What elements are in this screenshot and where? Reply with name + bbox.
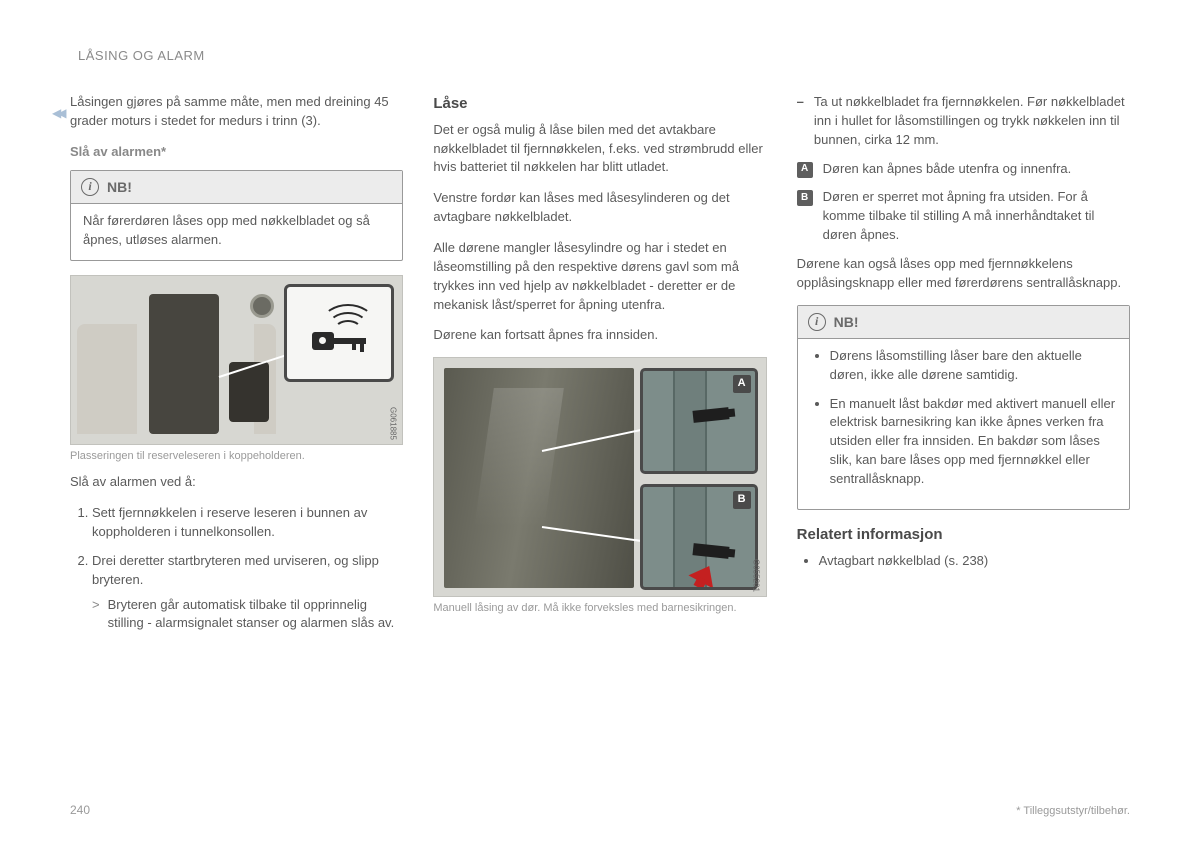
figure-id-2: G055201 bbox=[750, 559, 762, 592]
inset-label-b: B bbox=[733, 491, 751, 509]
fig-start-button bbox=[250, 294, 274, 318]
figure-caption-2: Manuell låsing av dør. Må ikke forveksle… bbox=[433, 601, 766, 616]
note-header-2: i NB! bbox=[798, 306, 1129, 339]
column-1: Låsingen gjøres på samme måte, men med d… bbox=[70, 93, 403, 643]
lock-p3: Alle dørene mangler låsesylindre og har … bbox=[433, 239, 766, 314]
lock-p2: Venstre fordør kan låses med låsesylinde… bbox=[433, 189, 766, 227]
related-heading: Relatert informasjon bbox=[797, 524, 1130, 546]
dash-instruction: – Ta ut nøkkelbladet fra fjernnøkkelen. … bbox=[797, 93, 1130, 150]
key-signal-icon bbox=[304, 308, 374, 358]
info-icon: i bbox=[81, 178, 99, 196]
fig-seat-left bbox=[77, 324, 137, 434]
figure-caption: Plasseringen til reserveleseren i koppeh… bbox=[70, 449, 403, 464]
step-2-text: Drei deretter startbryteren med urvisere… bbox=[92, 553, 379, 587]
continuation-text: Låsingen gjøres på samme måte, men med d… bbox=[70, 93, 403, 131]
subheading-alarm-off: Slå av alarmen* bbox=[70, 143, 403, 162]
result-arrow-icon: > bbox=[92, 596, 100, 634]
continuation-icon: ◀◀ bbox=[52, 106, 62, 120]
note-header: i NB! bbox=[71, 171, 402, 204]
unlock-paragraph: Dørene kan også låses opp med fjernnøkke… bbox=[797, 255, 1130, 293]
fig-door bbox=[444, 368, 634, 588]
fig-console bbox=[149, 294, 219, 434]
label-a-row: A Døren kan åpnes både utenfra og innenf… bbox=[797, 160, 1130, 179]
note-item-1: Dørens låsomstilling låser bare den aktu… bbox=[830, 347, 1117, 385]
note-title-2: NB! bbox=[834, 312, 859, 332]
label-a-icon: A bbox=[797, 162, 813, 178]
label-a-text: Døren kan åpnes både utenfra og innenfra… bbox=[823, 160, 1072, 179]
fig-inset-b: B bbox=[640, 484, 758, 590]
figure-reserve-reader: G061885 bbox=[70, 275, 403, 445]
steps-intro: Slå av alarmen ved å: bbox=[70, 473, 403, 492]
related-item: Avtagbart nøkkelblad (s. 238) bbox=[819, 552, 1130, 571]
info-icon: i bbox=[808, 313, 826, 331]
lock-p4: Dørene kan fortsatt åpnes fra innsiden. bbox=[433, 326, 766, 345]
note-box-2: i NB! Dørens låsomstilling låser bare de… bbox=[797, 305, 1130, 510]
dash-bullet-icon: – bbox=[797, 93, 804, 150]
column-2: Låse Det er også mulig å låse bilen med … bbox=[433, 93, 766, 643]
lock-p1: Det er også mulig å låse bilen med det a… bbox=[433, 121, 766, 178]
fig-inset-key bbox=[284, 284, 394, 382]
label-b-row: B Døren er sperret mot åpning fra utside… bbox=[797, 188, 1130, 245]
note-item-2: En manuelt låst bakdør med aktivert manu… bbox=[830, 395, 1117, 489]
note-title: NB! bbox=[107, 177, 132, 197]
page-number: 240 bbox=[70, 803, 90, 817]
red-arrow-icon bbox=[688, 560, 721, 589]
content-columns: Låsingen gjøres på samme måte, men med d… bbox=[70, 93, 1130, 643]
label-b-icon: B bbox=[797, 190, 813, 206]
section-header: LÅSING OG ALARM bbox=[78, 48, 1130, 63]
footnote: * Tilleggsutstyr/tilbehør. bbox=[1016, 805, 1130, 817]
step-1-text: Sett fjernnøkkelen i reserve leseren i b… bbox=[92, 505, 367, 539]
heading-lock: Låse bbox=[433, 93, 766, 115]
inset-label-a: A bbox=[733, 375, 751, 393]
related-list: Avtagbart nøkkelblad (s. 238) bbox=[797, 552, 1130, 571]
label-b-text: Døren er sperret mot åpning fra utsiden.… bbox=[823, 188, 1130, 245]
note-body-2: Dørens låsomstilling låser bare den aktu… bbox=[798, 339, 1129, 509]
step-1: Sett fjernnøkkelen i reserve leseren i b… bbox=[92, 504, 403, 542]
figure-id: G061885 bbox=[387, 407, 399, 440]
steps-list: Sett fjernnøkkelen i reserve leseren i b… bbox=[70, 504, 403, 633]
step-2: Drei deretter startbryteren med urvisere… bbox=[92, 552, 403, 633]
step-2-result: > Bryteren går automatisk tilbake til op… bbox=[92, 596, 403, 634]
step-2-result-text: Bryteren går automatisk tilbake til oppr… bbox=[108, 596, 404, 634]
figure-manual-lock: A B G055201 bbox=[433, 357, 766, 597]
dash-text: Ta ut nøkkelbladet fra fjernnøkkelen. Fø… bbox=[814, 93, 1130, 150]
column-3: – Ta ut nøkkelbladet fra fjernnøkkelen. … bbox=[797, 93, 1130, 643]
note-box: i NB! Når førerdøren låses opp med nøkke… bbox=[70, 170, 403, 261]
fig-inset-a: A bbox=[640, 368, 758, 474]
note-body: Når førerdøren låses opp med nøkkelblade… bbox=[71, 204, 402, 260]
